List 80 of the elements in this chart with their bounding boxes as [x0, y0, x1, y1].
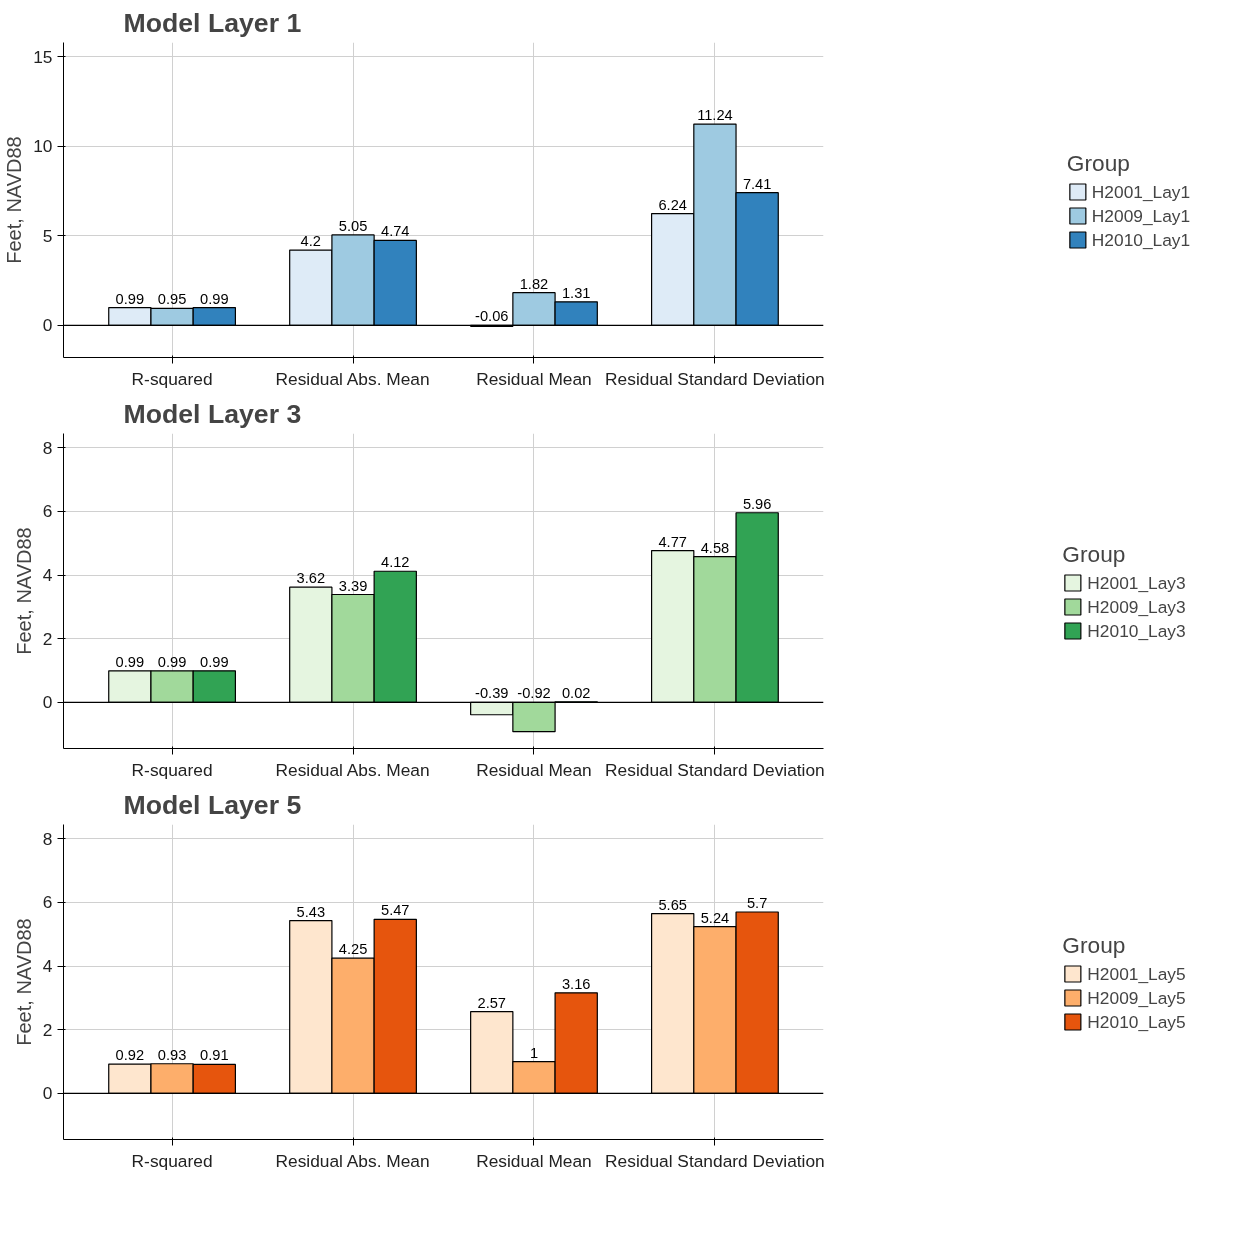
x-tick-label: R-squared: [131, 759, 213, 780]
y-tick-label: 0: [42, 315, 53, 336]
legend-label: H2009_Lay3: [1087, 596, 1186, 617]
data-label: 0.99: [115, 290, 145, 307]
x-tick-label: Residual Mean: [476, 1150, 592, 1171]
y-tick-label: 0: [42, 1083, 53, 1104]
data-label: 2.57: [477, 994, 507, 1011]
data-label: 4.2: [300, 233, 321, 250]
y-axis-title: Feet, NAVD88: [12, 918, 35, 1046]
data-label: 5.24: [700, 909, 730, 926]
y-tick-label: 2: [42, 1019, 53, 1040]
y-axis-title: Feet, NAVD88: [3, 136, 26, 264]
data-label: 0.99: [157, 653, 187, 670]
legend-label: H2009_Lay5: [1087, 987, 1186, 1008]
x-tick-label: Residual Standard Deviation: [605, 759, 825, 780]
data-label: 4.58: [700, 539, 730, 556]
data-label: 5.05: [338, 217, 368, 234]
data-label: 1.31: [561, 284, 591, 301]
y-tick-label: 2: [42, 628, 53, 649]
y-tick-label: 8: [42, 828, 53, 849]
data-label: 0.99: [200, 653, 229, 670]
y-tick-label: 15: [33, 46, 53, 67]
x-tick-label: Residual Mean: [476, 759, 592, 780]
x-tick-label: Residual Mean: [476, 368, 592, 389]
chart-title: Model Layer 1: [123, 7, 302, 38]
data-label: 1.82: [519, 275, 549, 292]
y-tick-label: 4: [42, 956, 53, 977]
legend-label: H2009_Lay1: [1091, 205, 1191, 226]
data-label: 5.96: [742, 495, 772, 512]
data-label: -0.06: [475, 308, 509, 325]
y-tick-label: 6: [42, 892, 53, 913]
data-label: 1: [529, 1044, 539, 1061]
x-tick-label: Residual Abs. Mean: [275, 759, 430, 780]
x-tick-label: Residual Abs. Mean: [275, 368, 430, 389]
data-label: 5.43: [296, 903, 326, 920]
y-tick-label: 0: [42, 692, 53, 713]
data-label: 3.62: [296, 570, 326, 587]
chart-title: Model Layer 3: [123, 398, 302, 429]
data-label: -0.39: [475, 685, 509, 702]
x-tick-label: Residual Standard Deviation: [605, 368, 825, 389]
data-label: 4.25: [338, 941, 368, 958]
y-tick-label: 10: [33, 136, 53, 157]
legend-label: H2001_Lay5: [1087, 963, 1186, 984]
legend-title: Group: [1062, 931, 1127, 958]
chart-title: Model Layer 5: [123, 789, 302, 820]
y-axis-title: Feet, NAVD88: [12, 527, 35, 655]
data-label: 0.92: [115, 1047, 145, 1064]
data-label: 5.65: [658, 896, 687, 913]
data-label: -0.92: [517, 685, 551, 702]
data-label: 0.93: [157, 1046, 187, 1063]
data-label: 4.77: [658, 533, 687, 550]
data-label: 0.95: [157, 291, 187, 308]
x-tick-label: R-squared: [131, 1150, 213, 1171]
data-label: 0.99: [115, 653, 145, 670]
y-tick-label: 6: [42, 501, 53, 522]
data-label: 5.47: [380, 902, 410, 919]
x-tick-label: R-squared: [131, 368, 213, 389]
data-label: 4.74: [380, 223, 410, 240]
data-label: 0.99: [200, 290, 229, 307]
data-label: 0.02: [561, 684, 591, 701]
y-tick-label: 8: [42, 437, 53, 458]
legend-title: Group: [1066, 149, 1131, 176]
legend-label: H2010_Lay3: [1087, 620, 1186, 641]
data-label: 3.39: [338, 577, 368, 594]
y-tick-label: 5: [42, 225, 53, 246]
data-label: 4.12: [380, 554, 410, 571]
data-label: 6.24: [658, 196, 687, 213]
data-label: 0.91: [200, 1047, 229, 1064]
legend-label: H2010_Lay1: [1091, 229, 1191, 250]
y-tick-label: 4: [42, 565, 53, 586]
legend-label: H2001_Lay1: [1091, 181, 1191, 202]
legend-title: Group: [1062, 540, 1127, 567]
data-label: 7.41: [742, 175, 772, 192]
legend-label: H2001_Lay3: [1087, 572, 1186, 593]
data-label: 5.7: [746, 895, 768, 911]
data-label: 11.24: [697, 107, 733, 124]
data-label: 3.16: [561, 975, 591, 992]
legend-label: H2010_Lay5: [1087, 1011, 1186, 1032]
x-tick-label: Residual Standard Deviation: [605, 1150, 825, 1171]
x-tick-label: Residual Abs. Mean: [275, 1150, 430, 1171]
